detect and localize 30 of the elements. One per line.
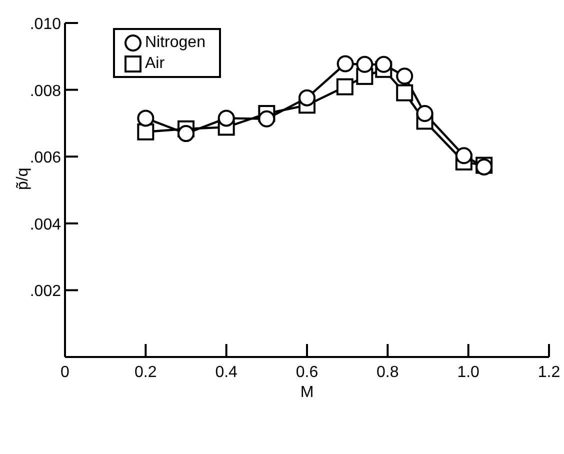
y-tick-label: .008 [30, 82, 62, 100]
point [137, 123, 154, 140]
point [298, 89, 316, 106]
x-tick-label: 1.0 [457, 364, 480, 381]
y-tick-label: .004 [30, 216, 62, 234]
y-tick-label: .006 [30, 150, 62, 167]
point [137, 110, 154, 127]
point [258, 110, 276, 128]
point [455, 147, 472, 164]
x-axis-title: M [300, 384, 314, 401]
point [416, 105, 434, 122]
x-tick-label: 0.4 [215, 364, 238, 381]
y-tick-label: .010 [30, 16, 62, 33]
point [178, 125, 194, 142]
y-axis-title: p̃/q [14, 168, 32, 190]
legend-label: Air [145, 54, 165, 72]
x-tick-label: 1.2 [538, 364, 560, 381]
point [375, 56, 392, 73]
point [336, 55, 354, 72]
y-tick-label: .002 [30, 283, 62, 300]
x-tick-label: 0.8 [376, 364, 399, 381]
point [356, 56, 374, 73]
point [396, 68, 414, 85]
x-tick-label: 0.2 [134, 364, 157, 381]
legend-label: Nitrogen [145, 34, 206, 52]
point [396, 84, 414, 102]
point [218, 110, 235, 127]
point [336, 78, 354, 96]
x-tick-label: 0.6 [296, 364, 318, 381]
x-tick-label: 0 [60, 364, 70, 381]
